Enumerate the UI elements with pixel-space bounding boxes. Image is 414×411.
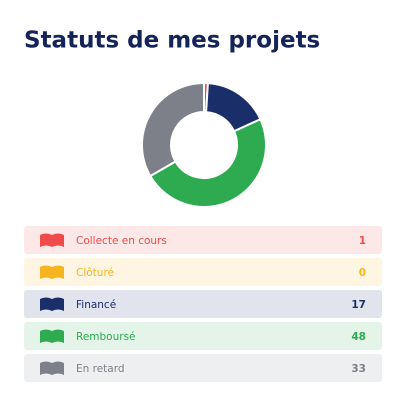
legend-icon (40, 297, 64, 311)
legend-row (24, 290, 382, 318)
legend-label: En retard (76, 363, 125, 375)
legend-label: Clôturé (76, 267, 114, 279)
legend-value: 1 (359, 235, 366, 247)
legend-icon (40, 361, 64, 375)
legend-label: Remboursé (76, 331, 136, 343)
legend-row (24, 322, 382, 350)
legend-icon (40, 329, 64, 343)
donut-slice (148, 117, 267, 209)
legend-value: 0 (359, 267, 366, 279)
chart-title: Statuts de mes projets (24, 28, 320, 54)
legend-icon (40, 265, 64, 279)
legend-value: 48 (351, 331, 366, 343)
legend-icon (40, 233, 64, 247)
legend-value: 17 (351, 299, 366, 311)
donut-slice (141, 81, 205, 178)
legend-row (24, 226, 382, 254)
legend-row (24, 258, 382, 286)
legend-label: Financé (76, 299, 116, 311)
legend-row (24, 354, 382, 382)
legend-label: Collecte en cours (76, 235, 167, 247)
legend-value: 33 (351, 363, 366, 375)
